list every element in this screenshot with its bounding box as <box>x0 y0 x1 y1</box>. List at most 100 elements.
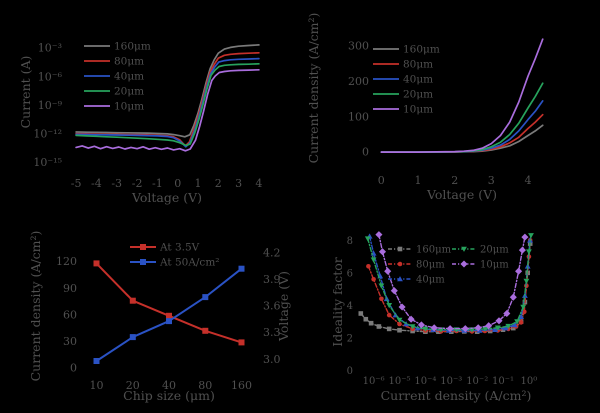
y2-axis-label: Voltage (V) <box>276 271 291 342</box>
data-point-marker <box>166 318 172 325</box>
data-point-marker <box>522 309 527 315</box>
data-point-marker <box>397 321 402 327</box>
y-tick-label: 100 <box>348 110 369 123</box>
y-tick-label: 0 <box>70 362 77 375</box>
data-point-marker <box>386 303 393 309</box>
y-tick-label: 4 <box>347 301 353 312</box>
series-line-160μm <box>380 124 544 153</box>
y-tick-label: 300 <box>348 40 369 53</box>
data-point-marker <box>460 260 468 268</box>
data-point-marker <box>511 322 518 328</box>
data-point-marker <box>482 326 488 332</box>
x-tick-label: -3 <box>111 177 122 190</box>
legend-label: 160μm <box>416 245 452 256</box>
data-point-marker <box>492 326 499 332</box>
data-point-marker <box>509 293 517 301</box>
legend-label: 10μm <box>403 104 433 116</box>
data-point-marker <box>518 246 526 254</box>
x-tick-label: -1 <box>152 177 163 190</box>
legend-label: 10μm <box>480 260 509 271</box>
data-point-marker <box>397 276 403 282</box>
data-point-marker <box>495 317 503 325</box>
data-point-marker <box>528 233 534 239</box>
y-tick-label: 30 <box>63 335 77 348</box>
y2-tick-label: 3.9 <box>263 273 281 286</box>
x-tick-label: 10⁻⁵ <box>388 376 410 387</box>
data-point-marker <box>396 317 403 323</box>
x-tick-label: 0 <box>174 177 181 190</box>
data-point-marker <box>461 246 467 252</box>
data-point-marker <box>384 267 392 275</box>
data-point-marker <box>371 277 376 282</box>
data-point-marker <box>422 326 429 332</box>
data-point-marker <box>140 244 146 250</box>
chart-current-vs-voltage: -5 -4 -3 -2 -1 0 1 2 3 4 10⁻³ 10⁻⁶ 10⁻⁹ 10⁻¹² 10⁻¹⁵ Vol… <box>18 41 262 206</box>
y-tick-label: 200 <box>348 75 369 88</box>
x-axis-label: Voltage (V) <box>131 190 202 205</box>
data-point-marker <box>417 321 425 329</box>
y-tick-label: 10⁻¹⁵ <box>33 156 62 169</box>
legend-label: 20μm <box>403 89 433 101</box>
legend-label: 80μm <box>416 260 445 271</box>
data-point-marker <box>202 294 209 301</box>
x-tick-label: 10⁻⁴ <box>414 376 436 387</box>
legend-label: 20μm <box>114 86 144 98</box>
y-tick-label: 60 <box>63 308 77 321</box>
data-point-marker <box>397 246 403 252</box>
legend-label: 10μm <box>114 101 144 113</box>
y2-tick-label: 3.0 <box>263 353 281 366</box>
y-axis-label: Current density (A/cm²) <box>28 231 43 382</box>
data-point-marker <box>166 312 172 319</box>
legend-label: 160μm <box>114 41 151 53</box>
data-point-marker <box>476 327 483 333</box>
x-tick-label: 0 <box>378 174 385 187</box>
x-tick-label: 10 <box>90 379 104 392</box>
series-line-10μm <box>380 38 544 153</box>
x-tick-label: 10⁻³ <box>440 376 462 387</box>
x-tick-label: 1 <box>415 174 422 187</box>
x-tick-label: 1 <box>195 177 202 190</box>
data-point-marker <box>129 297 136 304</box>
data-point-marker <box>376 324 382 329</box>
chart-ideality-factor: 10⁻⁶ 10⁻⁵ 10⁻⁴ 10⁻³ 10⁻² 10⁻¹ 10⁰ 0 2 4 6 8 Current … <box>330 231 537 403</box>
chart-chip-size-scaling: 10 20 40 80 160 0 30 60 90 120 3.0 3.3 3.6 3.9 4.2 Chip… <box>28 231 291 403</box>
chart-current-density-vs-voltage: 0 1 2 3 4 0 100 200 300 Voltage (V) Current densit… <box>306 13 544 202</box>
data-point-marker <box>526 249 532 255</box>
data-point-marker <box>386 326 392 332</box>
data-point-marker <box>363 316 369 322</box>
y-axis-label: Ideality factor <box>330 257 345 346</box>
data-point-marker <box>379 296 384 302</box>
data-point-marker <box>523 278 530 284</box>
x-tick-label: 10⁻⁶ <box>363 376 385 387</box>
y-tick-label: 10⁻⁹ <box>38 99 63 112</box>
x-tick-label: 2 <box>215 177 222 190</box>
y-tick-label: 2 <box>347 333 353 344</box>
data-point-marker <box>518 313 524 319</box>
y-tick-label: 8 <box>347 236 353 247</box>
legend-label: 80μm <box>114 56 144 68</box>
series-line-80μm <box>380 113 544 153</box>
x-tick-label: 20 <box>126 379 140 392</box>
data-point-marker <box>238 265 245 272</box>
data-point-marker <box>503 309 511 318</box>
data-point-marker <box>366 264 371 269</box>
data-point-marker <box>386 312 392 318</box>
y-tick-label: 10⁻⁶ <box>38 70 63 83</box>
x-tick-label: 160 <box>231 379 252 392</box>
x-tick-label: 40 <box>162 379 176 392</box>
data-point-marker <box>409 324 416 330</box>
series-line-At 3.5V <box>95 262 243 344</box>
y-tick-label: 10⁻³ <box>38 42 62 55</box>
data-point-marker <box>521 233 529 241</box>
x-tick-label: 4 <box>525 174 532 187</box>
data-point-marker <box>514 319 520 325</box>
data-point-marker <box>511 325 516 331</box>
legend-label: 160μm <box>403 44 440 56</box>
legend-label: At 50A/cm² <box>159 257 219 269</box>
data-point-marker <box>368 320 374 326</box>
data-point-marker <box>370 257 377 263</box>
data-point-marker <box>524 263 531 269</box>
x-axis-label: Current density (A/cm²) <box>381 388 532 403</box>
y2-tick-label: 3.6 <box>263 300 281 313</box>
